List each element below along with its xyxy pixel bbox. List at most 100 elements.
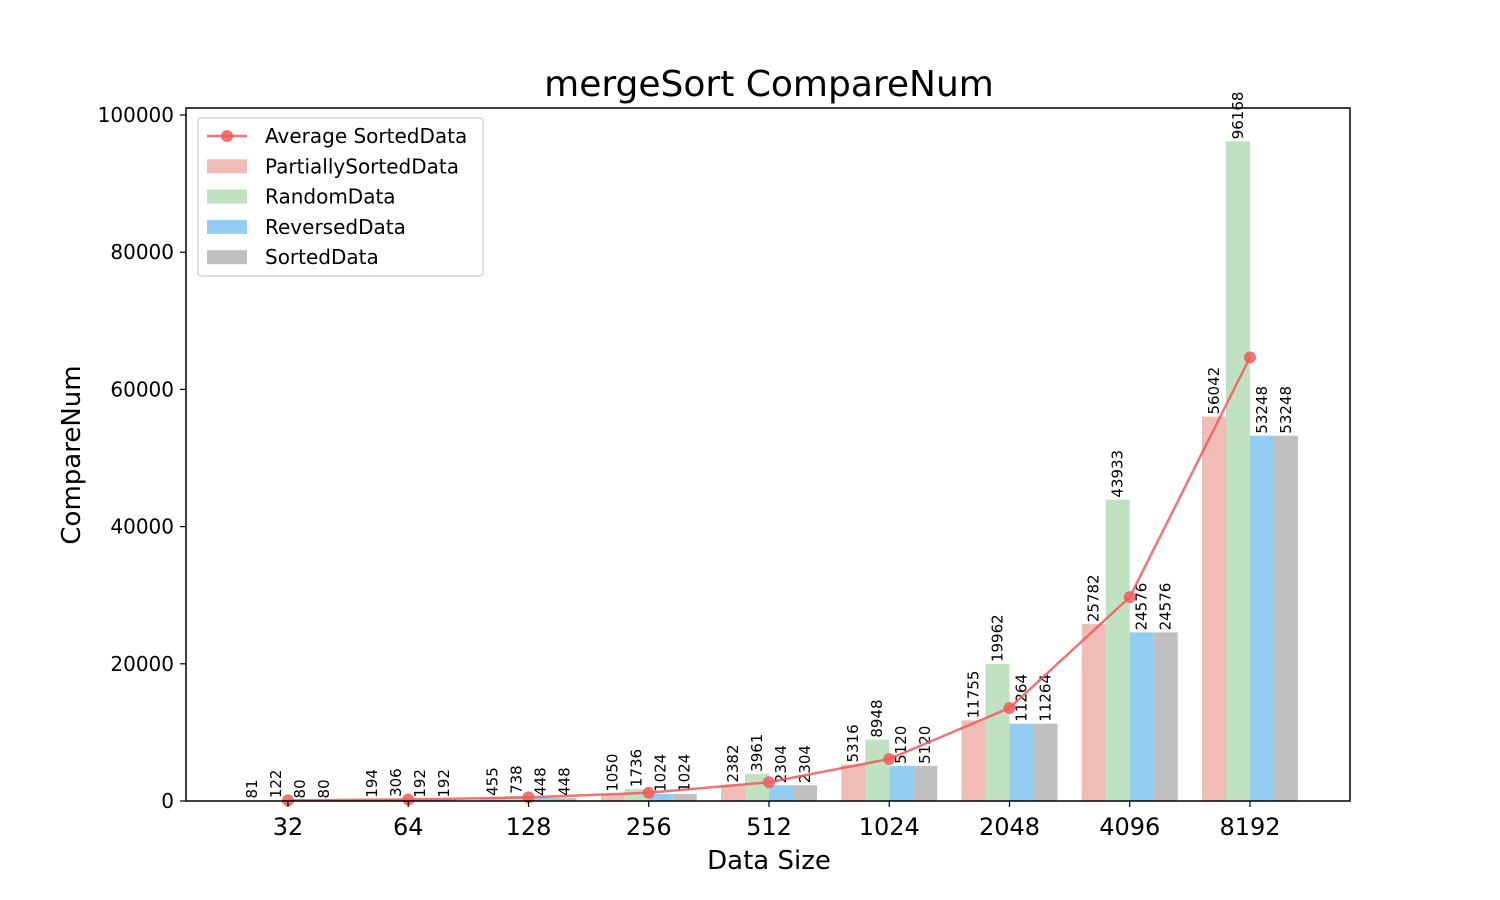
legend-marker [221, 130, 233, 142]
average-point [1244, 351, 1256, 364]
bar-value-label: 81 [243, 779, 261, 798]
bar-PartiallySortedData-4096 [1081, 624, 1106, 801]
x-tick-label: 2048 [979, 813, 1040, 841]
x-tick-label: 32 [273, 813, 304, 841]
bar-PartiallySortedData-8192 [1202, 416, 1226, 801]
y-tick-label: 20000 [110, 652, 174, 676]
bar-ReversedData-2048 [1009, 723, 1034, 801]
bar-SortedData-2048 [1033, 723, 1058, 801]
bar-ReversedData-1024 [889, 765, 914, 801]
bar-SortedData-4096 [1153, 632, 1178, 801]
bar-ReversedData-4096 [1129, 632, 1154, 801]
y-tick-label: 40000 [110, 515, 174, 539]
legend-swatch [207, 250, 247, 265]
x-axis-title: Data Size [707, 846, 831, 876]
bar-PartiallySortedData-2048 [961, 720, 986, 801]
bar-RandomData-2048 [985, 664, 1010, 801]
y-tick-label: 0 [161, 789, 174, 813]
bar-RandomData-8192 [1226, 141, 1250, 801]
bar-value-label: 1024 [652, 754, 670, 792]
bar-value-label: 19962 [989, 614, 1007, 662]
bar-value-label: 3961 [748, 734, 766, 772]
bar-RandomData-1024 [865, 739, 890, 801]
bar-ReversedData-512 [769, 785, 793, 801]
bar-value-label: 5120 [892, 726, 910, 764]
x-tick-label: 8192 [1219, 813, 1280, 841]
bar-value-label: 194 [363, 769, 381, 798]
bar-PartiallySortedData-512 [721, 784, 745, 801]
bar-value-label: 43933 [1109, 450, 1127, 498]
bars [240, 141, 1298, 801]
bar-value-label: 24576 [1133, 583, 1151, 631]
bar-value-label: 1024 [676, 754, 694, 792]
bar-ReversedData-128 [528, 797, 553, 801]
y-tick-label: 100000 [98, 103, 174, 127]
x-tick-label: 64 [393, 813, 424, 841]
legend-swatch [207, 189, 247, 204]
bar-PartiallySortedData-128 [480, 797, 505, 801]
bar-SortedData-512 [793, 785, 817, 801]
bar-value-label: 306 [387, 768, 405, 797]
bar-PartiallySortedData-1024 [841, 764, 866, 801]
x-tick-label: 128 [506, 813, 552, 841]
bar-SortedData-8192 [1274, 435, 1298, 801]
legend-label: ReversedData [265, 215, 406, 239]
legend: Average SortedData PartiallySortedData Ran… [197, 117, 484, 277]
bar-ReversedData-8192 [1250, 435, 1274, 801]
bar-value-label: 80 [315, 779, 333, 798]
x-axis: 32 64 128 256 512 1024 2048 4096 8192 [273, 801, 1281, 841]
bar-value-label: 80 [291, 779, 309, 798]
average-line [282, 351, 1256, 807]
bar-value-label: 96168 [1229, 92, 1247, 140]
bar-value-label: 56042 [1205, 367, 1223, 415]
bar-value-label: 11264 [1037, 674, 1055, 722]
bar-labels: 81 194 455 1050 2382 5316 11755 25782 56042 122 30… [243, 92, 1295, 799]
bar-value-label: 5316 [844, 724, 862, 762]
legend-swatch [207, 159, 247, 174]
bar-value-label: 11755 [965, 671, 983, 719]
average-point [642, 786, 655, 799]
legend-label: RandomData [265, 185, 396, 209]
plot-frame [185, 107, 1351, 802]
bar-value-label: 8948 [868, 699, 886, 737]
bar-value-label: 448 [556, 767, 574, 796]
chart-title: mergeSort CompareNum [544, 64, 994, 105]
legend-label: PartiallySortedData [265, 154, 459, 178]
bar-value-label: 192 [435, 769, 453, 798]
y-tick-label: 80000 [110, 240, 174, 264]
x-tick-label: 1024 [859, 813, 920, 841]
bar-SortedData-256 [672, 793, 697, 801]
bar-ReversedData-256 [648, 793, 673, 801]
bar-value-label: 25782 [1085, 574, 1103, 622]
bar-value-label: 53248 [1277, 386, 1295, 434]
bar-value-label: 2382 [724, 744, 742, 782]
y-axis-title: CompareNum [57, 365, 87, 544]
legend-box [197, 117, 484, 277]
legend-swatch [207, 219, 247, 234]
average-point [1003, 701, 1016, 714]
bar-SortedData-128 [552, 797, 577, 801]
x-tick-label: 256 [626, 813, 672, 841]
y-tick-label: 60000 [110, 377, 174, 401]
average-point [763, 776, 775, 789]
bar-SortedData-1024 [913, 765, 938, 801]
bar-RandomData-256 [624, 789, 649, 801]
y-axis: 0 20000 40000 60000 80000 100000 [98, 103, 186, 813]
bar-value-label: 738 [508, 765, 526, 794]
bar-value-label: 122 [267, 770, 285, 799]
legend-label: SortedData [265, 245, 379, 269]
bar-value-label: 2304 [772, 745, 790, 783]
bar-value-label: 1736 [628, 749, 646, 787]
bar-value-label: 455 [484, 767, 502, 796]
bar-RandomData-4096 [1105, 499, 1130, 801]
bar-value-label: 448 [532, 767, 550, 796]
legend-label: Average SortedData [265, 124, 467, 148]
average-point [1123, 591, 1136, 604]
bar-PartiallySortedData-256 [600, 793, 625, 801]
bar-value-label: 24576 [1157, 583, 1175, 631]
x-tick-label: 512 [746, 813, 792, 841]
average-point [883, 752, 896, 765]
x-tick-label: 4096 [1099, 813, 1160, 841]
bar-value-label: 192 [411, 769, 429, 798]
